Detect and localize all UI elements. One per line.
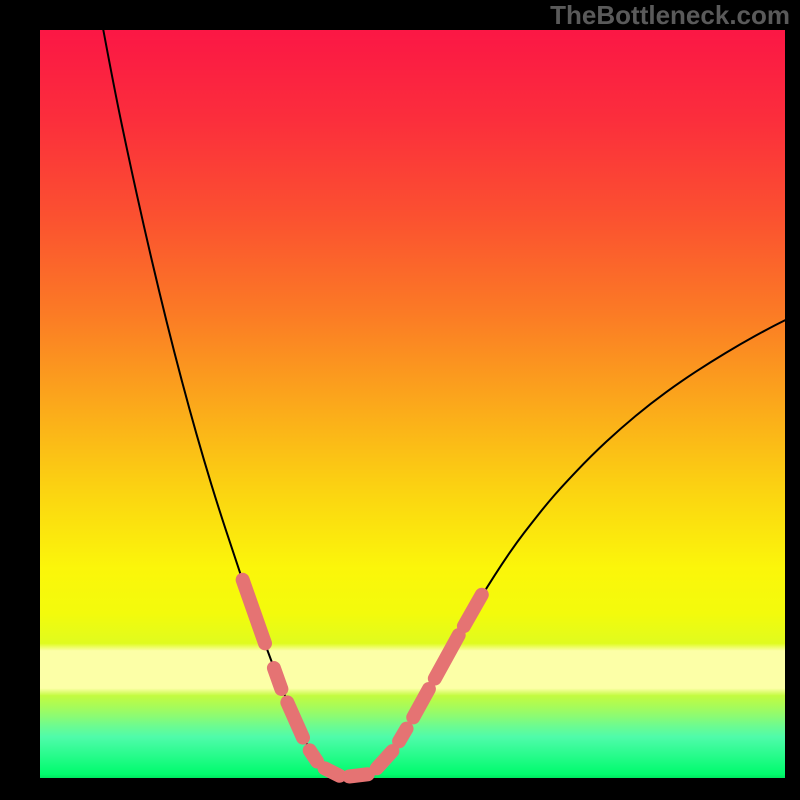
bottleneck-chart: TheBottleneck.com [0,0,800,800]
overlay-segment [310,750,317,761]
chart-gradient-bg [40,30,785,778]
overlay-segment [274,668,281,689]
overlay-segment [399,729,406,742]
chart-svg: TheBottleneck.com [0,0,800,800]
watermark-text: TheBottleneck.com [550,0,790,30]
overlay-segment [349,774,368,776]
overlay-segment [325,768,340,775]
